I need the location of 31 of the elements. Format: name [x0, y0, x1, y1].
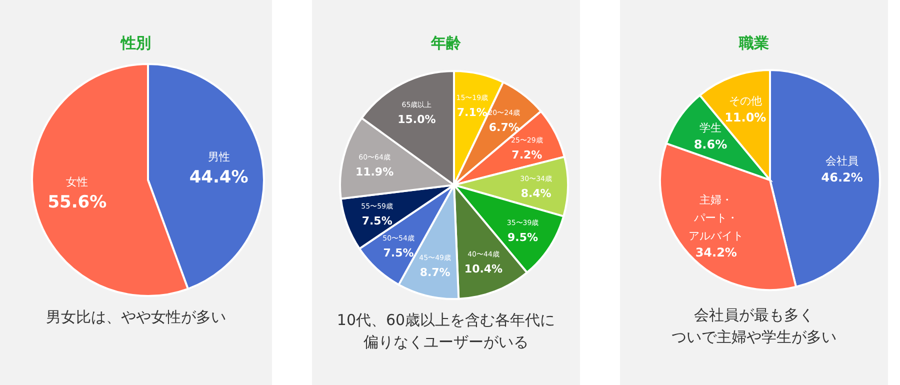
data-label: 11.0%	[724, 110, 766, 125]
data-label: 7.2%	[512, 148, 542, 162]
text: 男女比は、やや女性が多い	[46, 308, 226, 326]
data-label: 7.5%	[362, 214, 392, 228]
data-label: 7.1%	[456, 106, 488, 119]
text: ついで主婦や学生が多い	[672, 328, 836, 346]
data-label: 34.2%	[695, 246, 737, 260]
data-label: 11.9%	[355, 165, 394, 178]
text: 偏りなくユーザーがいる	[364, 333, 528, 351]
slice-label: 女性	[66, 176, 88, 189]
data-label: 7.5%	[383, 246, 414, 260]
slice-label: 男性	[208, 150, 230, 164]
text: 10代、60歳以上を含む各年代に	[336, 311, 556, 329]
data-label: 55.6%	[48, 192, 107, 213]
chart-title: 年齢	[430, 34, 462, 52]
data-label: 9.5%	[508, 230, 538, 244]
slice-label: その他	[728, 94, 762, 108]
slice-label: 会社員	[826, 154, 859, 168]
data-label: 10.4%	[464, 262, 503, 276]
chart-title: 職業	[738, 34, 769, 52]
data-label: 8.4%	[520, 187, 552, 200]
slice-label: 主婦・パート・アルバイト	[688, 194, 744, 243]
text: 会社員が最も多く	[694, 306, 814, 324]
data-label: 46.2%	[821, 170, 863, 184]
slice-label: 学生	[699, 121, 722, 134]
data-label: 15.0%	[398, 112, 436, 126]
data-label: 44.4%	[189, 167, 248, 188]
data-label: 6.7%	[488, 121, 520, 134]
chart-title: 性別	[120, 34, 151, 52]
data-label: 8.7%	[420, 266, 450, 279]
data-label: 8.6%	[694, 137, 728, 152]
